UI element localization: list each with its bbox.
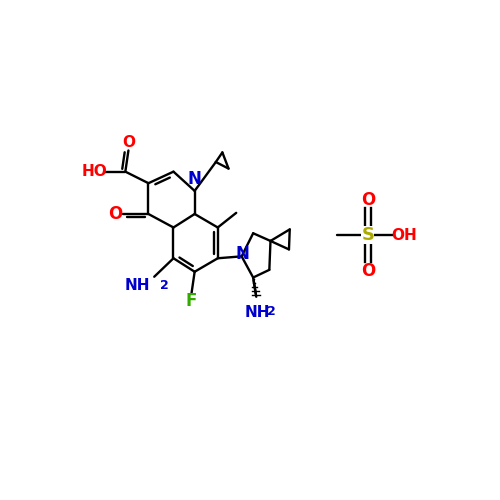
Text: O: O <box>361 191 375 209</box>
Text: S: S <box>362 226 374 244</box>
Text: NH: NH <box>125 278 150 292</box>
Text: 2: 2 <box>160 278 169 291</box>
Text: NH: NH <box>244 305 270 320</box>
Text: O: O <box>108 205 122 223</box>
Text: F: F <box>186 292 198 310</box>
Text: O: O <box>122 134 135 150</box>
Text: N: N <box>236 244 250 262</box>
Text: HO: HO <box>82 164 108 179</box>
Text: 2: 2 <box>267 305 276 318</box>
Text: N: N <box>188 170 202 188</box>
Text: O: O <box>361 262 375 280</box>
Text: OH: OH <box>392 228 417 242</box>
